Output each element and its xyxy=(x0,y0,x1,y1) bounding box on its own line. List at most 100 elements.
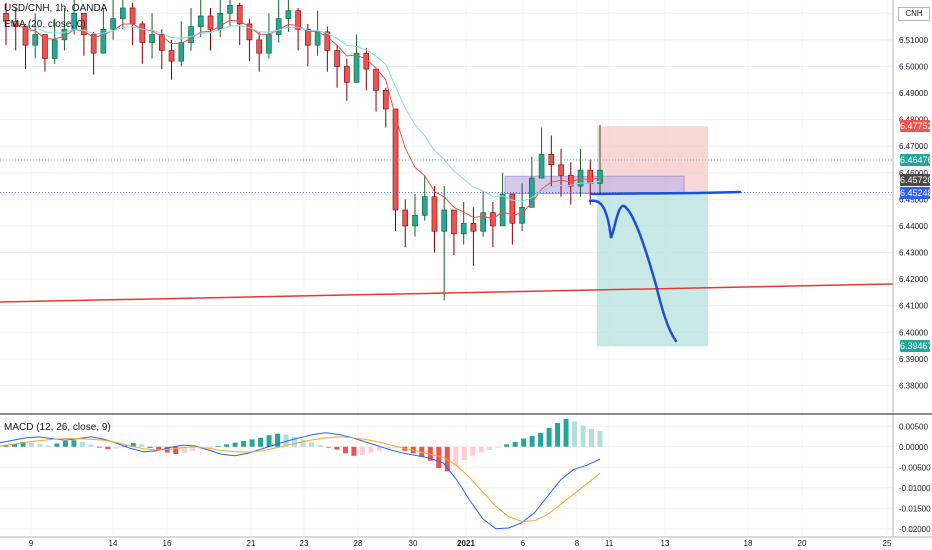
macd-histogram-bar xyxy=(436,446,442,469)
price-tick-label: 6.48000 xyxy=(899,116,928,125)
macd-histogram-bar xyxy=(572,421,578,447)
price-tick-label: 6.44000 xyxy=(899,222,928,231)
price-tick-label: 6.50000 xyxy=(899,62,928,71)
macd-legend[interactable]: MACD (12, 26, close, 9) xyxy=(4,422,111,433)
signal-line xyxy=(0,436,601,523)
macd-histogram-bar xyxy=(300,439,306,447)
candle-body xyxy=(538,153,545,179)
candle-body xyxy=(266,34,272,54)
macd-histogram-bar xyxy=(368,446,374,453)
macd-histogram-bar xyxy=(96,446,102,448)
candle-body xyxy=(548,153,555,166)
macd-histogram-bar xyxy=(538,432,544,447)
macd-histogram-bar xyxy=(181,446,187,453)
macd-histogram-bar xyxy=(504,444,510,447)
macd-histogram-bar xyxy=(478,446,484,453)
macd-histogram-bar xyxy=(512,441,518,447)
hand-drawn-projection xyxy=(588,199,678,343)
macd-histogram-bar xyxy=(589,428,595,447)
macd-histogram-bar xyxy=(71,440,77,447)
candle-body xyxy=(22,26,29,46)
macd-pane xyxy=(0,418,603,530)
currency-badge[interactable]: CNH xyxy=(898,7,930,21)
macd-histogram-bar xyxy=(555,422,561,447)
macd-histogram-bar xyxy=(317,445,323,447)
candle-body xyxy=(149,34,155,43)
macd-histogram-bar xyxy=(334,446,340,450)
candles xyxy=(3,0,603,301)
candle-body xyxy=(3,12,9,22)
candle-body xyxy=(344,66,350,83)
macd-histogram-bar xyxy=(62,441,68,447)
macd-tick-label: 0.00500 xyxy=(899,422,928,431)
macd-histogram-bar xyxy=(292,436,298,447)
candle-body xyxy=(32,34,39,46)
price-tag: 6.39467 xyxy=(900,340,932,353)
macd-histogram-bar xyxy=(224,444,230,447)
candle-body xyxy=(285,10,292,19)
price-tick-label: 6.47000 xyxy=(899,142,928,151)
time-tick-label: 14 xyxy=(109,539,118,548)
macd-histogram-bar xyxy=(563,418,569,447)
time-tick-label: 28 xyxy=(354,539,363,548)
candle-body xyxy=(353,52,360,83)
candle-body xyxy=(441,209,447,232)
candle-body xyxy=(470,222,477,232)
candle-body xyxy=(382,90,389,110)
macd-histogram-bar xyxy=(597,431,603,447)
macd-histogram-bar xyxy=(342,446,348,454)
macd-histogram-bar xyxy=(105,446,111,450)
candle-body xyxy=(460,222,467,235)
time-tick-label: 25 xyxy=(883,539,892,548)
candle-body xyxy=(159,34,165,51)
candle-body xyxy=(587,169,594,184)
time-tick-label: 16 xyxy=(163,539,172,548)
macd-histogram-bar xyxy=(130,443,136,447)
horizontal-trend-line xyxy=(0,283,894,303)
candle-body xyxy=(324,31,331,51)
ema-legend[interactable]: EMA (20, close, 0) xyxy=(4,19,86,30)
macd-histogram-bar xyxy=(190,446,196,451)
candle-body xyxy=(499,193,506,227)
price-tick-label: 6.46000 xyxy=(899,169,928,178)
candle-body xyxy=(451,209,457,235)
macd-histogram-bar xyxy=(37,444,43,447)
macd-histogram-bar xyxy=(88,444,94,447)
candle-body xyxy=(314,31,321,46)
candle-body xyxy=(236,5,243,25)
price-tick-label: 6.41000 xyxy=(899,302,928,311)
macd-histogram-bar xyxy=(113,446,119,449)
candle-body xyxy=(100,28,107,54)
price-tag: 6.45720 xyxy=(900,174,932,187)
macd-histogram-bar xyxy=(207,446,213,449)
macd-tick-label: -0.02000 xyxy=(899,525,931,534)
ema-slow-line xyxy=(5,20,601,202)
macd-histogram-bar xyxy=(147,446,153,449)
candle-body xyxy=(305,28,311,46)
candle-body xyxy=(110,18,116,30)
macd-histogram-bar xyxy=(54,443,60,447)
candle-body xyxy=(90,34,97,54)
macd-histogram-bar xyxy=(393,446,399,449)
price-tick-label: 6.40000 xyxy=(899,328,928,337)
macd-histogram-bar xyxy=(232,442,238,447)
macd-histogram-bar xyxy=(419,446,425,457)
time-tick-label: 30 xyxy=(409,539,418,548)
macd-histogram-bar xyxy=(173,446,179,455)
moving-averages xyxy=(5,19,601,220)
candle-body xyxy=(431,196,438,232)
time-tick-label: 13 xyxy=(661,539,670,548)
price-tag: 6.47752 xyxy=(900,120,932,133)
candle-body xyxy=(373,68,379,91)
candle-body xyxy=(178,42,185,62)
price-tick-label: 6.42000 xyxy=(899,275,928,284)
candle-body xyxy=(81,12,87,35)
time-tick-label: 21 xyxy=(247,539,256,548)
macd-histogram-bar xyxy=(453,446,459,467)
symbol-legend[interactable]: USD/CNH, 1h, OANDA xyxy=(4,3,108,14)
macd-histogram-bar xyxy=(258,437,264,447)
time-tick-label: 8 xyxy=(575,539,580,548)
candle-body xyxy=(334,50,340,67)
